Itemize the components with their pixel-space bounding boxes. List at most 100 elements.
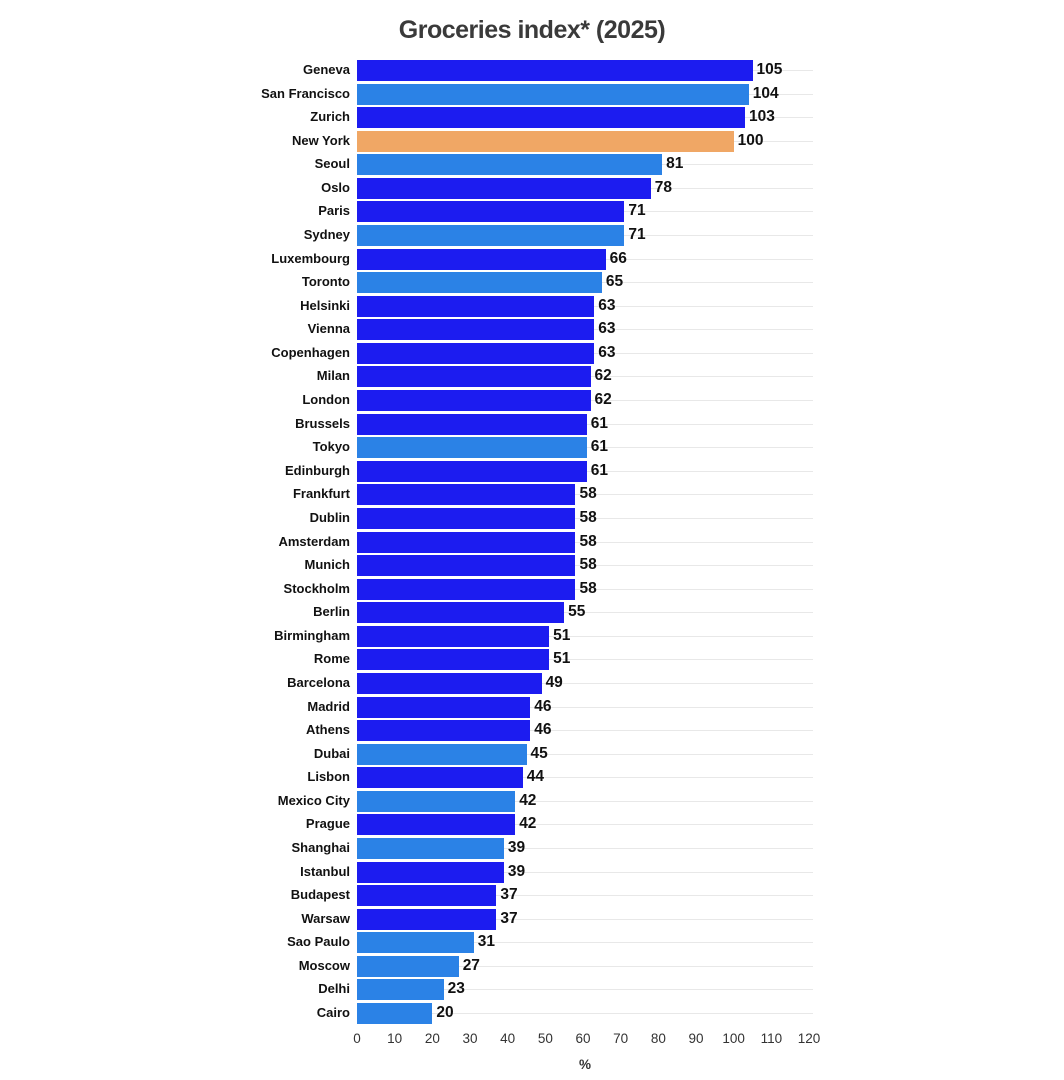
value-label: 100 — [737, 131, 764, 149]
x-tick-label: 120 — [797, 1031, 821, 1046]
value-label: 46 — [534, 721, 552, 739]
value-label: 58 — [579, 485, 597, 503]
row-gridline — [357, 942, 813, 944]
category-label: Stockholm — [283, 580, 350, 596]
bar-row: Rome 51 — [0, 648, 1064, 671]
value-label: 39 — [507, 862, 526, 880]
category-label: San Francisco — [261, 85, 350, 101]
bar-row: Dubai 45 — [0, 743, 1064, 765]
bar — [357, 437, 587, 459]
bar — [357, 861, 504, 883]
value-label: 103 — [748, 108, 775, 126]
plot-area: Geneva 105 San Francisco 104 Zurich 103 New Yo… — [0, 59, 1064, 1025]
value-label: 51 — [553, 626, 571, 644]
x-tick-label: 70 — [613, 1031, 629, 1046]
bar — [357, 154, 663, 176]
category-label: Athens — [305, 722, 350, 738]
category-label: Budapest — [290, 887, 350, 903]
bar — [357, 837, 504, 859]
row-gridline — [357, 777, 813, 779]
value-label: 62 — [594, 367, 612, 385]
bar — [357, 390, 591, 412]
bar-row: Seoul 81 — [0, 153, 1064, 176]
x-tick-label: 40 — [500, 1031, 516, 1046]
bar — [357, 955, 459, 977]
bar-row: Cairo 20 — [0, 1002, 1064, 1024]
value-label: 42 — [519, 815, 537, 833]
bar — [357, 107, 745, 129]
row-gridline — [357, 753, 813, 755]
category-label: Barcelona — [287, 674, 350, 690]
category-label: Geneva — [303, 62, 350, 77]
bar-row: Milan 62 — [0, 365, 1064, 388]
bar — [357, 531, 576, 553]
bar — [357, 625, 550, 647]
x-axis: 0 10 20 30 40 50 60 70 80 90 100 110 120 — [0, 1031, 1064, 1049]
bar — [357, 1003, 433, 1024]
bar-row: Budapest 37 — [0, 884, 1064, 907]
bar — [357, 460, 587, 482]
value-label: 58 — [579, 532, 597, 550]
row-gridline — [357, 635, 813, 637]
x-tick-label: 20 — [424, 1031, 440, 1046]
bar — [357, 602, 565, 624]
bar-row: Brussels 61 — [0, 413, 1064, 435]
row-gridline — [357, 847, 813, 849]
value-label: 62 — [594, 391, 612, 409]
bar-row: Helsinki 63 — [0, 295, 1064, 317]
bar-row: Frankfurt 58 — [0, 483, 1064, 506]
value-label: 71 — [628, 202, 646, 220]
category-label: Shanghai — [291, 839, 350, 855]
row-gridline — [357, 706, 813, 708]
bar — [357, 649, 550, 671]
bar-row: Istanbul 39 — [0, 861, 1064, 883]
bar-row: Copenhagen 63 — [0, 342, 1064, 364]
row-gridline — [357, 1013, 813, 1014]
bar-row: Munich 58 — [0, 554, 1064, 577]
bar — [357, 720, 531, 742]
value-label: 37 — [500, 886, 518, 904]
category-label: Birmingham — [274, 627, 350, 643]
value-label: 61 — [590, 461, 609, 479]
category-label: Helsinki — [300, 297, 350, 313]
bar — [357, 201, 625, 223]
bar-row: Mexico City 42 — [0, 790, 1064, 812]
bar — [357, 578, 576, 600]
value-label: 55 — [568, 603, 586, 621]
category-label: Vienna — [307, 321, 350, 337]
x-tick-label: 30 — [462, 1031, 478, 1046]
row-gridline — [357, 730, 813, 732]
bar-row: Amsterdam 58 — [0, 531, 1064, 553]
bar — [357, 83, 749, 105]
value-label: 61 — [590, 414, 609, 432]
bar — [357, 885, 497, 907]
category-label: Dubai — [313, 745, 350, 761]
row-gridline — [357, 871, 813, 873]
value-label: 78 — [654, 178, 673, 196]
category-label: Copenhagen — [271, 344, 350, 360]
category-label: Berlin — [313, 604, 350, 620]
row-gridline — [357, 541, 813, 543]
value-label: 20 — [436, 1004, 454, 1021]
bar-row: Prague 42 — [0, 813, 1064, 836]
category-label: Delhi — [318, 981, 350, 997]
row-gridline — [357, 612, 813, 614]
category-label: Oslo — [321, 179, 350, 195]
value-label: 44 — [526, 768, 544, 786]
bar-row: Athens 46 — [0, 719, 1064, 742]
category-label: Amsterdam — [278, 533, 350, 549]
value-label: 65 — [605, 273, 624, 291]
value-label: 58 — [579, 556, 597, 574]
bar-row: Toronto 65 — [0, 271, 1064, 294]
value-label: 104 — [752, 84, 779, 102]
bar — [357, 130, 734, 152]
category-label: Seoul — [314, 156, 350, 172]
bar — [357, 248, 606, 270]
chart-title: Groceries index* (2025) — [398, 16, 666, 44]
bar — [357, 743, 527, 765]
bar-row: Geneva 105 — [0, 59, 1064, 81]
bar-row: Paris 71 — [0, 200, 1064, 223]
row-gridline — [357, 517, 813, 519]
bar-row: Shanghai 39 — [0, 837, 1064, 859]
bar — [357, 413, 587, 435]
